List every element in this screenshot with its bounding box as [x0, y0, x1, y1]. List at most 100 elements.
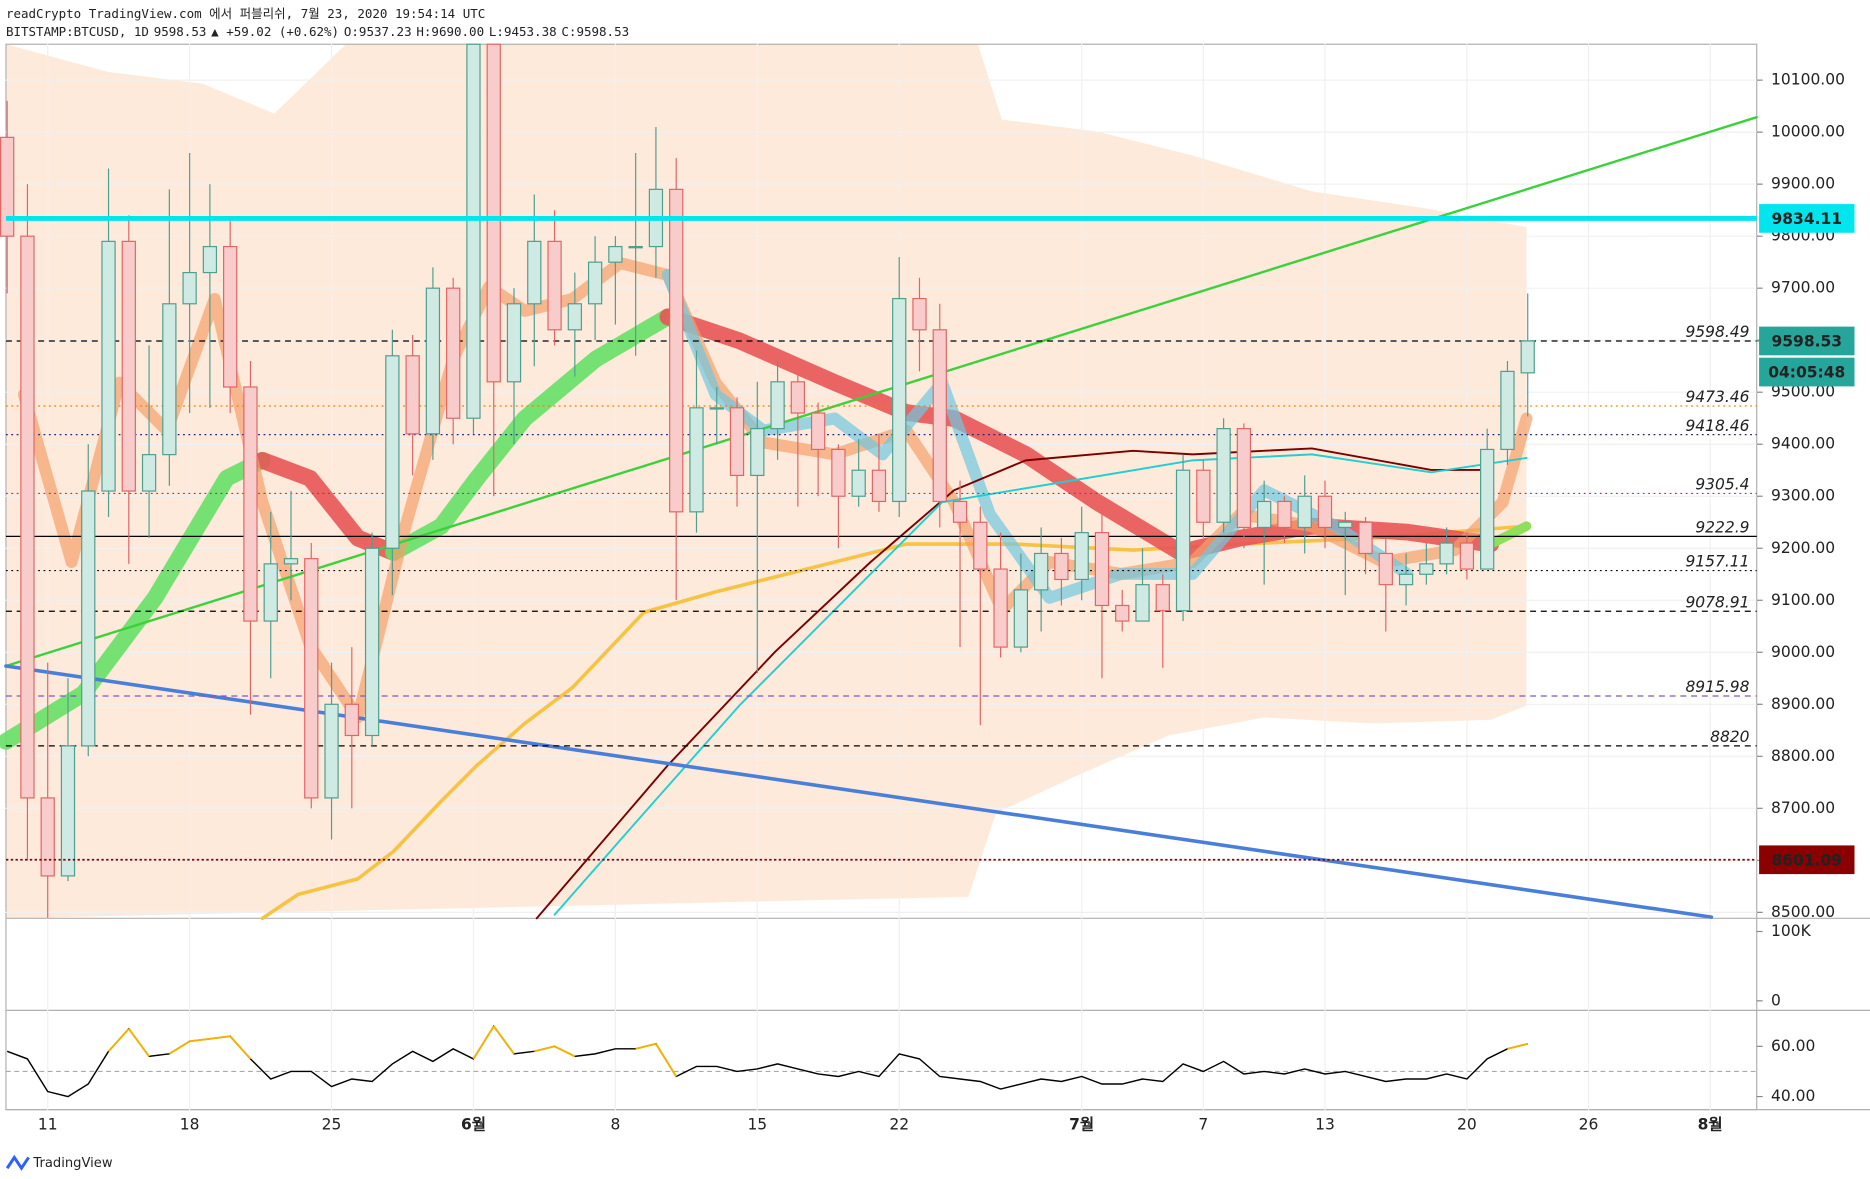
candle-body — [1338, 521, 1353, 529]
x-tick-label: 20 — [1457, 1116, 1477, 1134]
candle-body — [20, 235, 35, 799]
candle-body — [729, 407, 745, 477]
candle-body — [1398, 573, 1414, 586]
candle-body — [162, 303, 177, 456]
price-line-label: 9078.91 — [1685, 593, 1749, 611]
x-tick-label: 11 — [38, 1116, 58, 1134]
candle-body — [892, 297, 907, 503]
y-tick-label: 9700.00 — [1771, 279, 1835, 297]
legend: BITSTAMP:BTCUSD, 1D 9598.53 ▲ +59.02 (+0.6… — [6, 24, 629, 39]
countdown-badge-bg — [1759, 357, 1855, 387]
candle-body — [385, 355, 400, 549]
y-tick-label: 9300.00 — [1771, 487, 1835, 505]
price-line-label: 9222.9 — [1695, 518, 1749, 536]
candle-body — [405, 355, 420, 435]
rsi-high-segment — [534, 1045, 555, 1053]
y-tick-label: 10000.00 — [1771, 123, 1845, 141]
y-tick-label: 8900.00 — [1771, 695, 1835, 713]
x-tick-label: 26 — [1579, 1116, 1599, 1134]
candle-body — [304, 558, 319, 799]
rsi-high-segment — [107, 1028, 130, 1052]
ribbon-down — [254, 451, 402, 561]
candle-body — [1419, 563, 1434, 575]
price-line-label: 9418.46 — [1685, 417, 1749, 435]
candle-body — [1378, 552, 1393, 586]
candle-body — [851, 469, 866, 497]
brand-logo — [5, 1154, 30, 1171]
slow-curve — [535, 447, 1492, 920]
candle-body — [1297, 495, 1312, 529]
cyan-curve — [553, 453, 1528, 916]
candle-body — [324, 703, 339, 799]
candle-body — [1175, 469, 1191, 612]
candle-body — [81, 490, 96, 747]
candle-body — [689, 407, 704, 513]
candle-body — [810, 412, 826, 451]
candle-body — [243, 386, 258, 622]
candle-body — [1317, 495, 1333, 529]
candle-body — [446, 287, 461, 419]
y-tick-label: 8800.00 — [1771, 747, 1835, 765]
trend-line — [4, 115, 1758, 668]
candle-body — [364, 547, 380, 737]
candle-body — [283, 558, 299, 565]
candle-body — [669, 188, 684, 513]
rsi-high-segment — [472, 1025, 495, 1060]
y-tick-label: 9200.00 — [1771, 539, 1835, 557]
candle-body — [912, 297, 927, 331]
candle-body — [101, 240, 116, 492]
level-badge-bg — [1759, 845, 1855, 875]
candle-body — [871, 469, 887, 503]
candle-body — [1459, 542, 1475, 570]
countdown-badge: 04:05:48 — [1768, 364, 1845, 382]
candle-body — [993, 568, 1008, 648]
pane-frame — [5, 43, 1870, 1111]
candle-body — [628, 245, 643, 249]
ohlc-label: H: — [416, 24, 431, 39]
candle-body — [608, 245, 623, 263]
candle-body — [1480, 448, 1495, 570]
candle-body — [1277, 500, 1292, 529]
x-tick-label: 25 — [322, 1116, 342, 1134]
candle-body — [223, 245, 238, 388]
price-line-label: 9473.46 — [1685, 388, 1749, 406]
rsi-high-segment — [189, 1037, 211, 1043]
candle-body — [1196, 469, 1211, 523]
candle-body — [527, 240, 542, 305]
candle-body — [932, 329, 947, 503]
candle-body — [973, 521, 988, 570]
price-line-label: 9598.49 — [1685, 323, 1749, 341]
x-tick-label: 8 — [610, 1116, 620, 1134]
rsi-high-segment — [229, 1035, 252, 1060]
candle-body — [506, 303, 522, 383]
rsi-high-segment — [655, 1043, 678, 1077]
y-tick-label: 9000.00 — [1771, 643, 1835, 661]
candle-body — [1013, 589, 1029, 648]
candle-body — [466, 43, 481, 419]
y-tick-label: 0 — [1771, 991, 1781, 1009]
candle-body — [0, 136, 15, 237]
candle-body — [709, 407, 724, 410]
x-tick-label: 13 — [1315, 1116, 1335, 1134]
level-badge-bg — [1759, 204, 1855, 233]
last-price-badge: 9598.53 — [1772, 333, 1843, 351]
ohlc-label: C: — [561, 24, 576, 39]
y-tick-label: 40.00 — [1771, 1087, 1815, 1105]
rsi-high-segment — [128, 1028, 150, 1057]
candle-body — [1358, 521, 1373, 555]
candle-body — [1094, 532, 1110, 607]
candle-body — [486, 43, 501, 383]
candle-body — [1257, 500, 1272, 529]
candle-body — [1216, 428, 1231, 523]
candle-body — [1155, 584, 1170, 612]
candle-body — [750, 428, 765, 477]
price-line-label: 9157.11 — [1685, 553, 1749, 571]
x-tick-label: 15 — [747, 1116, 767, 1134]
y-tick-label: 10100.00 — [1771, 71, 1845, 89]
x-tick-label: 8월 — [1698, 1116, 1723, 1134]
last-price-badge-bg — [1759, 326, 1855, 356]
candle-body — [40, 797, 55, 877]
y-tick-label: 9400.00 — [1771, 435, 1835, 453]
x-tick-label: 22 — [889, 1116, 909, 1134]
y-tick-label: 9100.00 — [1771, 591, 1835, 609]
